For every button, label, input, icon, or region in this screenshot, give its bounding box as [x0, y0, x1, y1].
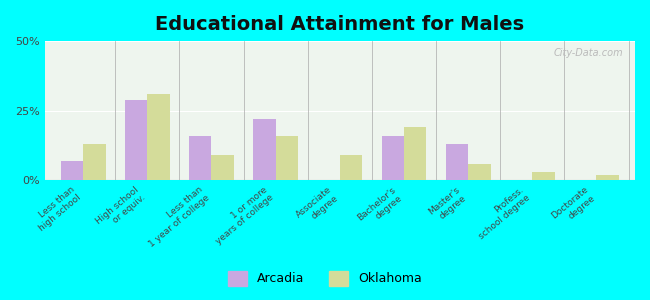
- Bar: [597, 175, 619, 180]
- Bar: [125, 100, 148, 180]
- Bar: [83, 144, 105, 180]
- Bar: [60, 161, 83, 180]
- Bar: [532, 172, 555, 180]
- Bar: [446, 144, 468, 180]
- Bar: [189, 136, 211, 180]
- Title: Educational Attainment for Males: Educational Attainment for Males: [155, 15, 525, 34]
- Bar: [253, 119, 276, 180]
- Bar: [404, 128, 426, 180]
- Bar: [468, 164, 491, 180]
- Bar: [148, 94, 170, 180]
- Bar: [211, 155, 234, 180]
- Text: City-Data.com: City-Data.com: [554, 48, 623, 58]
- Legend: Arcadia, Oklahoma: Arcadia, Oklahoma: [223, 266, 427, 291]
- Bar: [276, 136, 298, 180]
- Bar: [382, 136, 404, 180]
- Bar: [340, 155, 362, 180]
